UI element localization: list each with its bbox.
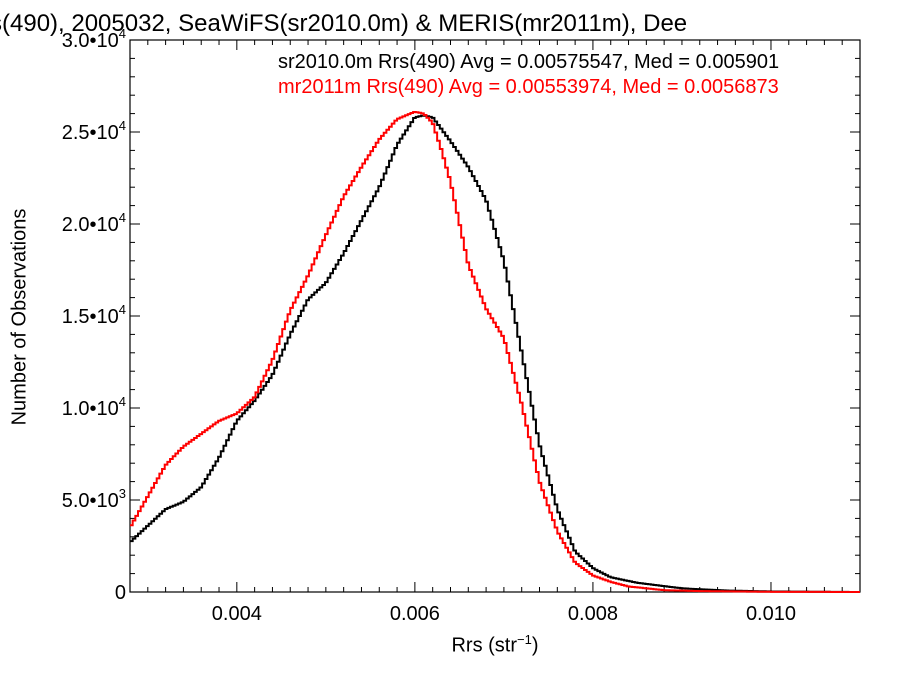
y-tick-label: 2.0•104 (62, 210, 126, 236)
legend-entry-mr2011: mr2011m Rrs(490) Avg = 0.00553974, Med =… (278, 76, 779, 98)
x-axis-title-exponent: −1 (517, 632, 532, 647)
series-layer (130, 110, 861, 593)
x-axis-title-main: Rrs (str (451, 634, 518, 657)
x-tick-label: 0.004 (212, 603, 262, 625)
y-tick-label: 5.0•103 (62, 486, 126, 512)
series-line-mr2011 (130, 110, 860, 593)
y-tick-label: 0 (115, 582, 126, 604)
y-tick-label: 3.0•104 (62, 26, 126, 52)
chart-title: s(490), 2005032, SeaWiFS(sr2010.0m) & ME… (0, 10, 688, 37)
x-axis-title: Rrs (str−1) (451, 632, 538, 658)
plot-frame (129, 39, 861, 593)
y-tick-label: 1.0•104 (62, 394, 126, 420)
x-axis-title-close: ) (531, 634, 539, 657)
x-tick-label: 0.010 (746, 603, 796, 625)
y-tick-label: 1.5•104 (62, 302, 126, 328)
y-axis-title: Number of Observations (8, 208, 31, 426)
series-line-sr2010 (130, 114, 861, 593)
x-tick-label: 0.006 (390, 603, 440, 625)
legend-entry-sr2010: sr2010.0m Rrs(490) Avg = 0.00575547, Med… (278, 51, 780, 73)
x-tick-label: 0.008 (568, 603, 618, 625)
axis-ticks: 0.004 0.006 0.008 0.010 0 5.0•103 1.0•104 1.5•1… (62, 26, 861, 625)
y-tick-label: 2.5•104 (62, 118, 126, 144)
